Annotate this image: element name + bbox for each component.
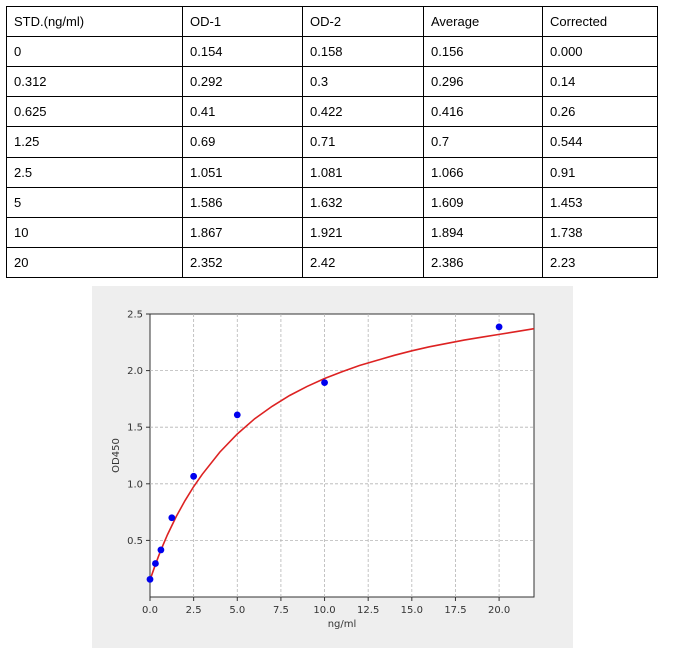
x-tick-label: 5.0: [229, 605, 245, 616]
cell-corrected: 0.26: [542, 96, 658, 128]
data-point: [321, 379, 328, 386]
cell-std: 0.312: [6, 66, 183, 98]
x-axis-label: ng/ml: [328, 619, 357, 630]
x-tick-label: 12.5: [357, 605, 379, 616]
plot-area: [149, 313, 535, 598]
x-tick-label: 10.0: [313, 605, 335, 616]
cell-std: 20: [6, 246, 183, 279]
cell-od2: 1.921: [302, 216, 424, 248]
cell-std: 5: [6, 186, 183, 218]
header-average: Average: [423, 6, 543, 37]
cell-std: 1.25: [6, 126, 183, 158]
data-point: [157, 546, 165, 554]
y-axis-label: OD450: [111, 438, 122, 473]
cell-average: 0.296: [423, 66, 543, 98]
table-row: 20 2.352 2.42 2.386 2.23: [6, 246, 658, 279]
table-row: 2.5 1.051 1.081 1.066 0.91: [6, 156, 658, 188]
cell-std: 2.5: [6, 156, 183, 188]
x-tick-label: 20.0: [488, 605, 510, 616]
standard-curve-chart: 0.0 2.5 5.0 7.5 10.0 12.5 15.0 17.5 20.0 0.5 1.0 1.…: [92, 286, 573, 648]
y-tick-label: 2.5: [127, 310, 143, 321]
header-corrected: Corrected: [542, 6, 658, 37]
cell-corrected: 0.544: [542, 126, 658, 158]
table-row: 5 1.586 1.632 1.609 1.453: [6, 186, 658, 218]
y-tick-label: 1.0: [127, 479, 143, 490]
cell-average: 0.7: [423, 126, 543, 158]
data-points: [146, 323, 503, 583]
table-row: 0 0.154 0.158 0.156 0.000: [6, 35, 658, 68]
cell-corrected: 0.000: [542, 35, 658, 68]
data-point: [168, 514, 176, 522]
data-point: [190, 472, 198, 480]
cell-corrected: 0.14: [542, 66, 658, 98]
cell-od1: 1.051: [182, 156, 303, 188]
x-tick-label: 15.0: [401, 605, 423, 616]
header-std: STD.(ng/ml): [6, 6, 183, 37]
cell-corrected: 1.453: [542, 186, 658, 218]
fit-curve-line: [149, 327, 535, 581]
header-od1: OD-1: [182, 6, 303, 37]
cell-od1: 1.586: [182, 186, 303, 218]
cell-od2: 0.3: [302, 66, 424, 98]
cell-average: 0.416: [423, 96, 543, 128]
cell-od2: 0.71: [302, 126, 424, 158]
cell-od2: 1.081: [302, 156, 424, 188]
y-tick-label: 0.5: [127, 536, 143, 547]
cell-od1: 0.41: [182, 96, 303, 128]
chart-svg: 0.0 2.5 5.0 7.5 10.0 12.5 15.0 17.5 20.0 0.5 1.0 1.…: [92, 286, 573, 648]
cell-average: 2.386: [423, 246, 543, 279]
cell-std: 0.625: [6, 96, 183, 128]
cell-corrected: 1.738: [542, 216, 658, 248]
data-point: [152, 560, 159, 567]
cell-od2: 2.42: [302, 246, 424, 279]
cell-od2: 1.632: [302, 186, 424, 218]
data-point: [495, 323, 503, 331]
table-row: 10 1.867 1.921 1.894 1.738: [6, 216, 658, 248]
data-point: [233, 411, 241, 419]
cell-average: 0.156: [423, 35, 543, 68]
cell-od1: 0.292: [182, 66, 303, 98]
cell-average: 1.894: [423, 216, 543, 248]
cell-od1: 1.867: [182, 216, 303, 248]
cell-average: 1.609: [423, 186, 543, 218]
cell-std: 10: [6, 216, 183, 248]
x-tick-label: 7.5: [273, 605, 289, 616]
axis-ticks: 0.0 2.5 5.0 7.5 10.0 12.5 15.0 17.5 20.0 0.5 1.0 1.…: [127, 310, 510, 617]
x-tick-label: 17.5: [444, 605, 466, 616]
cell-average: 1.066: [423, 156, 543, 188]
cell-corrected: 2.23: [542, 246, 658, 279]
grid-lines: [150, 314, 534, 597]
x-tick-label: 2.5: [186, 605, 202, 616]
table-row: 1.25 0.69 0.71 0.7 0.544: [6, 126, 658, 158]
table-row: 0.312 0.292 0.3 0.296 0.14: [6, 66, 658, 98]
cell-od2: 0.158: [302, 35, 424, 68]
cell-od1: 0.69: [182, 126, 303, 158]
table-header-row: STD.(ng/ml) OD-1 OD-2 Average Corrected: [6, 6, 658, 37]
cell-od2: 0.422: [302, 96, 424, 128]
standards-table: STD.(ng/ml) OD-1 OD-2 Average Corrected …: [6, 6, 658, 279]
header-od2: OD-2: [302, 6, 424, 37]
x-tick-label: 0.0: [142, 605, 158, 616]
cell-od1: 0.154: [182, 35, 303, 68]
y-tick-label: 1.5: [127, 423, 143, 434]
data-point: [146, 575, 154, 583]
cell-std: 0: [6, 35, 183, 68]
table-row: 0.625 0.41 0.422 0.416 0.26: [6, 96, 658, 128]
cell-od1: 2.352: [182, 246, 303, 279]
cell-corrected: 0.91: [542, 156, 658, 188]
y-tick-label: 2.0: [127, 366, 143, 377]
